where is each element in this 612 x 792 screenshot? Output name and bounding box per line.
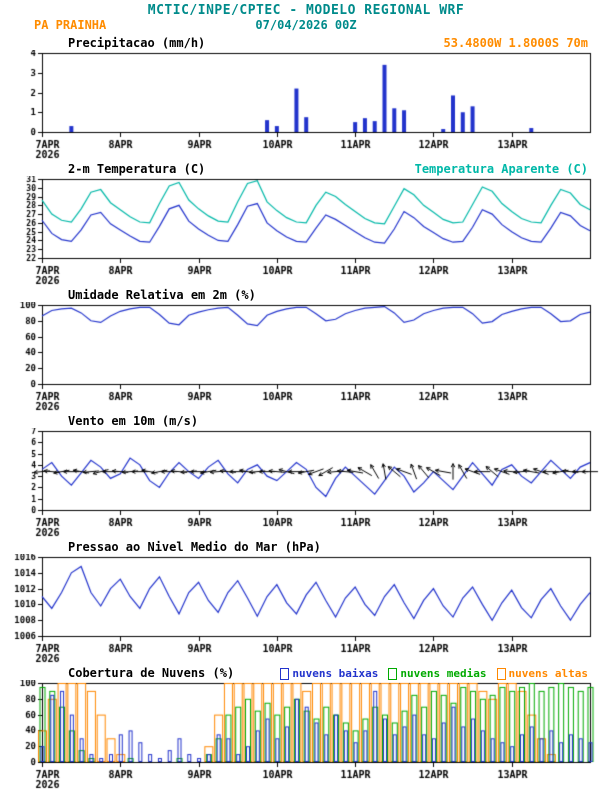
panel-precipitation: Precipitacao (mm/h) 53.4800W 1.8000S 70m: [0, 34, 612, 160]
panel-clouds: Cobertura de Nuvens (%) nuvens baixas nu…: [0, 664, 612, 790]
wind-title-row: Vento em 10m (m/s): [0, 412, 612, 428]
wind-title: Vento em 10m (m/s): [68, 414, 199, 428]
model-title: MCTIC/INPE/CPTEC - MODELO REGIONAL WRF: [147, 3, 465, 18]
precipitation-chart: [0, 50, 612, 160]
legend-item-mid-clouds: nuvens medias: [388, 667, 487, 680]
run-datetime: 07/04/2026 00Z: [255, 18, 357, 32]
low-clouds-swatch-icon: [280, 667, 290, 680]
low-clouds-label: nuvens baixas: [292, 667, 379, 680]
humidity-chart: [0, 302, 612, 412]
temperature-title: 2-m Temperatura (C): [68, 162, 206, 176]
wind-chart: [0, 428, 612, 538]
header-subrow: PA PRAINHA 07/04/2026 00Z: [0, 18, 612, 34]
legend-item-high-clouds: nuvens altas: [496, 667, 588, 680]
header: MCTIC/INPE/CPTEC - MODELO REGIONAL WRF P…: [0, 0, 612, 34]
precipitation-title: Precipitacao (mm/h): [68, 36, 206, 50]
clouds-legend: nuvens baixas nuvens medias nuvens altas: [280, 667, 588, 680]
panel-temperature: 2-m Temperatura (C) Temperatura Aparente…: [0, 160, 612, 286]
precipitation-title-row: Precipitacao (mm/h) 53.4800W 1.8000S 70m: [0, 34, 612, 50]
legend-item-low-clouds: nuvens baixas: [280, 667, 378, 680]
clouds-title-row: Cobertura de Nuvens (%) nuvens baixas nu…: [0, 664, 612, 680]
panel-pressure: Pressao ao Nivel Medio do Mar (hPa): [0, 538, 612, 664]
pressure-title-row: Pressao ao Nivel Medio do Mar (hPa): [0, 538, 612, 554]
location-label: 53.4800W 1.8000S 70m: [443, 36, 589, 50]
high-clouds-swatch-icon: [496, 667, 506, 680]
clouds-chart: [0, 680, 612, 790]
clouds-title: Cobertura de Nuvens (%): [68, 666, 235, 680]
apparent-temperature-label: Temperatura Aparente (C): [414, 162, 588, 176]
mid-clouds-label: nuvens medias: [400, 667, 487, 680]
panel-wind: Vento em 10m (m/s): [0, 412, 612, 538]
pressure-title: Pressao ao Nivel Medio do Mar (hPa): [68, 540, 321, 554]
high-clouds-label: nuvens altas: [508, 667, 588, 680]
humidity-title: Umidade Relativa em 2m (%): [68, 288, 256, 302]
humidity-title-row: Umidade Relativa em 2m (%): [0, 286, 612, 302]
temperature-chart: [0, 176, 612, 286]
pressure-chart: [0, 554, 612, 664]
temperature-title-row: 2-m Temperatura (C) Temperatura Aparente…: [0, 160, 612, 176]
panel-humidity: Umidade Relativa em 2m (%): [0, 286, 612, 412]
station-name: PA PRAINHA: [34, 18, 107, 32]
mid-clouds-swatch-icon: [388, 667, 398, 680]
